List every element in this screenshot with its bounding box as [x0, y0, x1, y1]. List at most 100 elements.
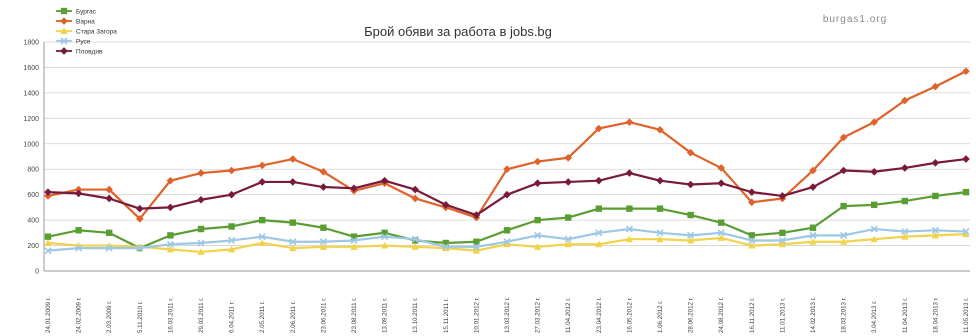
data-point — [289, 155, 297, 163]
data-point — [564, 153, 572, 162]
data-point — [595, 205, 602, 212]
data-point — [60, 37, 68, 45]
data-point — [656, 205, 664, 212]
data-point — [748, 241, 756, 249]
data-point — [748, 232, 755, 239]
data-point — [656, 235, 664, 243]
y-tick-label: 1200 — [23, 116, 39, 123]
x-tick-label: 10.01.2012 г. — [473, 297, 480, 333]
data-point — [289, 178, 297, 186]
x-axis-ticks: 24.01.2009 г. 24.02.2009 г. 2.03.2009 г. 5.… — [45, 297, 970, 333]
x-tick-label: 28.06.2012 г. — [688, 297, 695, 333]
x-tick-label: 16.03.2011 г. — [167, 297, 174, 333]
data-point — [870, 167, 878, 176]
data-point — [105, 244, 113, 252]
data-point — [166, 203, 175, 212]
y-tick-label: 1000 — [23, 141, 39, 148]
data-point — [503, 165, 511, 174]
grid-lines — [44, 41, 970, 272]
data-point — [871, 201, 878, 209]
data-point — [44, 247, 52, 255]
data-point — [778, 192, 787, 200]
x-tick-label: 13.09.2011 г. — [382, 297, 389, 333]
data-point — [197, 248, 205, 255]
data-point — [472, 243, 480, 251]
data-point — [289, 238, 297, 246]
legend-label: Русе — [76, 39, 91, 46]
data-point — [197, 239, 205, 247]
data-point — [533, 157, 542, 166]
data-point — [289, 244, 297, 252]
data-point — [809, 183, 817, 191]
data-point — [442, 243, 450, 251]
data-point — [74, 185, 83, 194]
x-tick-label: 2.06.2011 г. — [290, 301, 297, 333]
data-point — [75, 244, 83, 252]
data-point — [931, 231, 939, 239]
data-point — [962, 67, 970, 76]
data-point — [625, 118, 634, 126]
data-point — [60, 17, 68, 25]
data-point — [75, 227, 82, 234]
data-point — [809, 166, 817, 175]
data-point — [227, 190, 236, 199]
series-Бургас — [44, 188, 970, 252]
watermark: burgas1.org — [823, 14, 887, 25]
data-point — [350, 236, 358, 245]
data-point — [962, 227, 970, 236]
legend-label: Пловдив — [76, 49, 103, 56]
data-point — [718, 219, 725, 226]
chart-title: Брой обяви за работа в jobs.bg — [364, 24, 552, 39]
data-point — [411, 243, 419, 250]
x-tick-label: 23.04.2012 г. — [596, 297, 603, 333]
data-point — [748, 236, 756, 245]
data-point — [931, 226, 939, 234]
x-tick-label: 15.11.2011 г. — [443, 298, 450, 333]
x-tick-label: 14.02.2013 г. — [810, 297, 817, 333]
x-tick-label: 11.04.2013 г. — [902, 297, 909, 333]
data-point — [534, 231, 542, 239]
data-point — [564, 178, 572, 186]
data-point — [533, 179, 542, 188]
data-point — [411, 194, 419, 203]
data-point — [319, 183, 328, 191]
data-point — [44, 239, 52, 247]
data-point — [656, 176, 664, 185]
data-point — [931, 159, 940, 167]
series-group — [44, 67, 970, 255]
data-point — [564, 240, 572, 248]
y-tick-label: 600 — [27, 192, 39, 199]
data-point — [167, 232, 174, 239]
data-point — [74, 189, 83, 198]
data-point — [656, 125, 664, 134]
data-point — [932, 192, 939, 200]
data-point — [717, 164, 725, 172]
data-point — [320, 224, 327, 231]
data-point — [411, 185, 419, 194]
y-tick-label: 1400 — [23, 90, 39, 97]
data-point — [44, 233, 52, 240]
data-point — [259, 216, 266, 224]
data-point — [625, 225, 633, 233]
legend-entry: Русе — [56, 37, 91, 46]
series-Варна — [44, 67, 970, 223]
data-point — [105, 194, 113, 203]
data-point — [625, 169, 634, 177]
x-tick-label: 16.11.2012 г. — [749, 297, 756, 333]
y-tick-label: 1800 — [23, 40, 39, 47]
data-point — [595, 229, 603, 237]
x-tick-label: 27.03.2012 г. — [535, 297, 542, 333]
data-point — [901, 233, 909, 240]
data-point — [136, 204, 144, 213]
data-point — [595, 124, 603, 133]
data-point — [503, 190, 511, 199]
x-tick-label: 1.06.2012 г. — [657, 300, 664, 333]
x-tick-label: 2.03.2009 г. — [106, 300, 113, 333]
data-point — [197, 195, 205, 204]
data-point — [472, 211, 481, 219]
y-tick-label: 200 — [27, 243, 39, 250]
data-point — [962, 188, 970, 196]
data-point — [473, 238, 480, 245]
data-point — [962, 155, 970, 163]
